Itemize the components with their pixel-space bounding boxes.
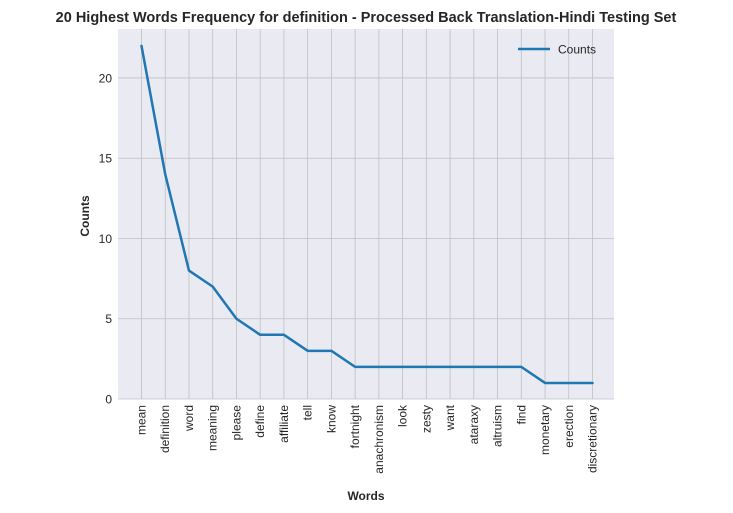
x-tick-label: know [324, 405, 338, 433]
legend: Counts [518, 43, 596, 57]
x-tick-label: affiliate [277, 405, 291, 443]
plot-area [118, 29, 614, 399]
y-tick-label: 20 [99, 71, 113, 85]
series-line-0 [140, 44, 594, 385]
x-tick-label: anachronism [372, 405, 386, 474]
x-tick-label: discretionary [586, 405, 600, 473]
x-tick-labels: mean definition word meaning please define aff… [135, 404, 600, 474]
x-tick-label: altruism [491, 405, 505, 447]
legend-label-counts: Counts [558, 43, 596, 57]
x-tick-label: definition [158, 405, 172, 453]
y-tick-label: 5 [105, 312, 112, 326]
x-tick-label: define [253, 405, 267, 438]
y-tick-label: 10 [99, 232, 113, 246]
grid-lines [118, 29, 614, 400]
series-lines [140, 44, 594, 385]
y-axis-label: Counts [78, 195, 92, 237]
x-tick-label: meaning [206, 405, 220, 451]
x-tick-label: erection [562, 405, 576, 448]
x-tick-label: monetary [538, 405, 552, 455]
y-tick-label: 0 [105, 393, 112, 407]
x-tick-label: ataraxy [467, 405, 481, 444]
x-tick-label: mean [135, 405, 149, 435]
x-tick-label: find [514, 405, 528, 424]
x-tick-label: fortnight [348, 404, 362, 448]
x-tick-label: tell [301, 405, 315, 420]
x-tick-label: want [443, 404, 457, 431]
x-tick-label: zesty [419, 405, 433, 433]
x-tick-label: look [396, 404, 410, 427]
x-tick-label: please [229, 405, 243, 441]
y-tick-labels: 0 5 10 15 20 [99, 71, 113, 406]
x-axis-label: Words [347, 489, 384, 503]
chart-title: 20 Highest Words Frequency for definitio… [56, 10, 677, 26]
y-tick-label: 15 [99, 152, 113, 166]
x-tick-label: word [182, 405, 196, 432]
